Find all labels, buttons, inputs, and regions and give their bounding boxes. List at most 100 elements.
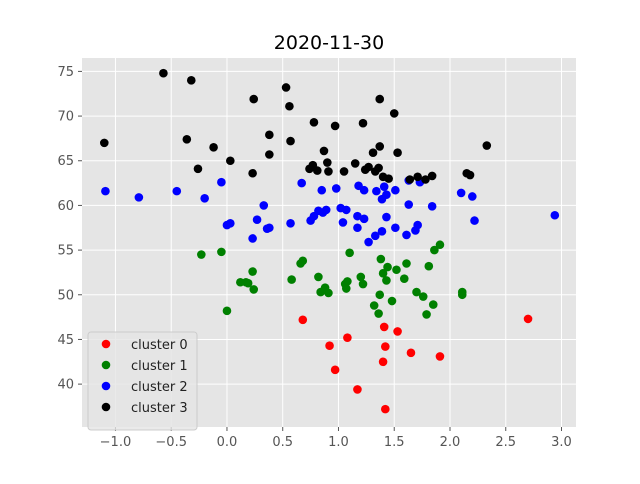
cluster-2-point <box>370 231 380 241</box>
cluster-2-point <box>101 186 110 196</box>
legend-label: cluster 3 <box>131 401 188 416</box>
y-tick-label: 55 <box>57 244 74 259</box>
cluster-1-point <box>249 285 259 294</box>
cluster-1-point <box>197 250 206 259</box>
cluster-1-point <box>217 247 226 257</box>
cluster-2-point <box>341 205 351 215</box>
cluster-2-point <box>427 202 437 211</box>
cluster-2-point <box>338 218 348 227</box>
cluster-1-point <box>343 277 352 286</box>
cluster-1-point <box>422 310 431 319</box>
cluster-1-point <box>375 290 385 300</box>
cluster-3-point <box>393 148 402 158</box>
cluster-1-point <box>358 279 368 289</box>
cluster-1-point <box>341 284 351 293</box>
cluster-3-point <box>182 135 192 144</box>
cluster-3-point <box>364 162 373 172</box>
cluster-3-point <box>249 94 259 104</box>
cluster-2-point <box>391 223 400 233</box>
cluster-3-point <box>319 146 329 156</box>
cluster-3-point <box>427 171 437 181</box>
cluster-1-point <box>356 272 366 282</box>
cluster-3-point <box>375 142 385 151</box>
cluster-3-point <box>389 109 399 118</box>
x-tick-label: 3.0 <box>551 435 572 450</box>
cluster-1-point <box>412 287 421 297</box>
cluster-3-point <box>285 101 294 111</box>
cluster-0-point <box>381 404 390 414</box>
cluster-1-point <box>430 245 439 255</box>
cluster-2-point <box>372 186 381 196</box>
cluster-2-point <box>413 220 422 230</box>
cluster-3-point <box>368 148 378 158</box>
cluster-1-point <box>399 274 409 283</box>
x-tick-label: 0.0 <box>217 435 238 450</box>
x-tick-label: 2.0 <box>440 435 461 450</box>
cluster-0-point <box>381 342 390 351</box>
cluster-2-point <box>353 223 362 233</box>
cluster-2-point <box>134 193 144 202</box>
cluster-1-point <box>378 269 388 278</box>
cluster-1-point <box>402 259 411 268</box>
data-points <box>100 68 560 414</box>
cluster-2-point <box>248 234 257 243</box>
cluster-2-point <box>331 184 341 193</box>
cluster-1-point <box>424 261 434 271</box>
cluster-3-point <box>248 168 257 178</box>
cluster-1-point <box>298 256 308 266</box>
legend-label: cluster 0 <box>131 338 188 353</box>
cluster-0-point <box>379 322 389 332</box>
cluster-0-point <box>330 365 340 375</box>
cluster-2-point <box>391 185 400 195</box>
cluster-2-point <box>226 218 235 228</box>
cluster-3-point <box>324 167 333 176</box>
cluster-3-point <box>350 159 360 168</box>
cluster-2-point <box>470 216 479 225</box>
cluster-3-point <box>265 150 274 159</box>
y-tick-label: 50 <box>57 288 74 303</box>
cluster-2-point <box>297 178 306 188</box>
cluster-1-point <box>418 292 428 301</box>
cluster-3-point <box>193 164 203 174</box>
chart-title: 2020-11-30 <box>274 32 384 54</box>
cluster-2-point <box>467 192 477 201</box>
cluster-0-point <box>298 315 308 325</box>
cluster-3-point <box>405 175 415 184</box>
cluster-1-point <box>243 278 253 288</box>
cluster-0-point <box>393 327 402 336</box>
cluster-3-point <box>358 118 368 128</box>
cluster-1-point <box>345 248 354 258</box>
cluster-2-point <box>359 185 369 195</box>
cluster-3-point <box>421 175 430 184</box>
legend-marker <box>101 360 111 370</box>
cluster-3-point <box>281 83 291 92</box>
cluster-3-point <box>482 141 492 150</box>
cluster-2-point <box>382 212 391 222</box>
y-tick-label: 45 <box>57 333 74 348</box>
cluster-2-point <box>456 188 466 198</box>
x-tick-label: 0.5 <box>272 435 293 450</box>
cluster-1-point <box>369 301 379 310</box>
cluster-2-point <box>252 215 262 225</box>
legend-marker <box>101 339 111 349</box>
cluster-1-point <box>287 275 296 284</box>
cluster-3-point <box>374 163 383 173</box>
cluster-2-point <box>286 218 295 228</box>
cluster-1-point <box>324 288 333 298</box>
cluster-3-point <box>413 172 422 182</box>
cluster-1-point <box>248 267 257 276</box>
cluster-3-point <box>286 136 295 146</box>
cluster-1-point <box>383 262 392 272</box>
x-tick-label: −0.5 <box>155 435 187 450</box>
cluster-0-point <box>406 348 416 358</box>
x-tick-label: −1.0 <box>100 435 132 450</box>
cluster-3-point <box>339 167 349 176</box>
cluster-2-point <box>217 177 226 187</box>
cluster-2-point <box>379 182 389 191</box>
cluster-0-point <box>325 341 334 350</box>
cluster-3-point <box>265 130 274 140</box>
cluster-3-point <box>375 94 385 104</box>
cluster-3-point <box>309 118 319 127</box>
cluster-2-point <box>200 193 209 203</box>
